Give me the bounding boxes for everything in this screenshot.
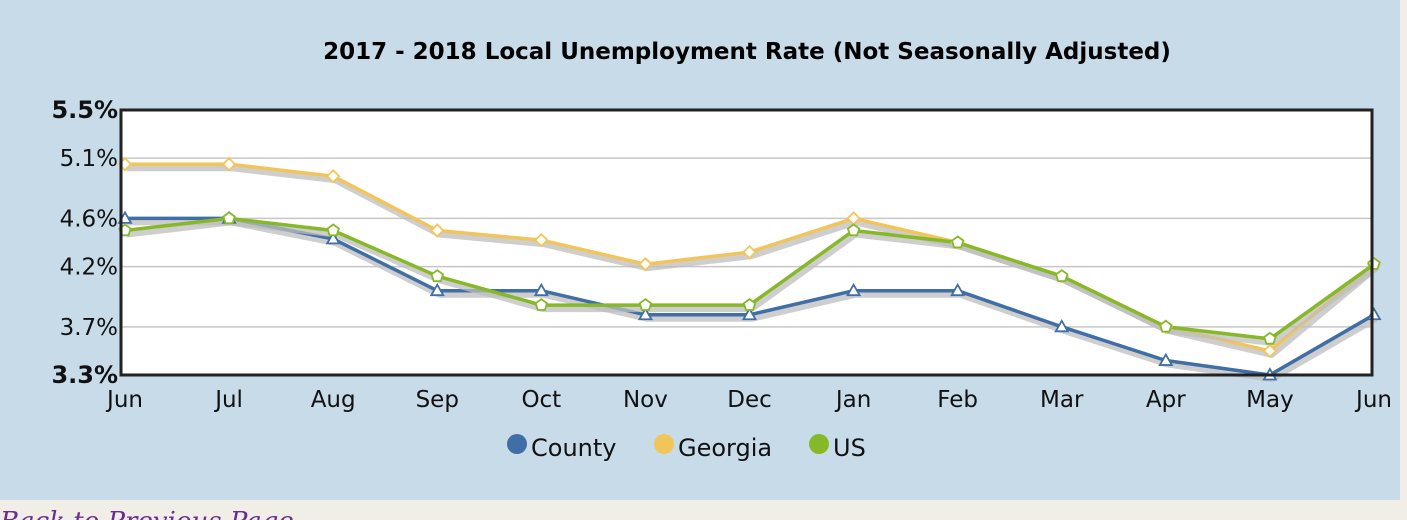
- data-point-marker: [741, 306, 758, 321]
- y-tick-label: 3.7%: [60, 315, 118, 341]
- legend-item-us[interactable]: US: [809, 434, 866, 462]
- x-tick-label: Oct: [521, 387, 561, 413]
- x-tick-label: Jun: [105, 387, 143, 413]
- data-point-marker: [637, 306, 653, 321]
- data-point-marker: [326, 223, 340, 237]
- data-point-marker: [1054, 319, 1070, 333]
- x-tick-label: May: [1246, 387, 1294, 413]
- legend-item-georgia[interactable]: Georgia: [654, 434, 772, 462]
- chart-panel: 2017 - 2018 Local Unemployment Rate (Not…: [0, 0, 1400, 500]
- data-point-marker: [325, 231, 341, 245]
- legend-label: US: [833, 434, 866, 462]
- data-point-marker: [742, 297, 757, 311]
- series-markers-us: [118, 211, 1381, 345]
- data-point-marker: [429, 282, 445, 297]
- y-tick-label: 4.6%: [60, 206, 118, 232]
- x-tick-label: Apr: [1146, 387, 1186, 413]
- data-point-marker: [325, 168, 341, 184]
- legend-swatch: [809, 434, 829, 454]
- data-point-marker: [742, 244, 757, 260]
- data-point-marker: [534, 297, 549, 311]
- data-point-marker: [1158, 352, 1174, 366]
- data-point-marker: [222, 211, 236, 225]
- legend-swatch: [507, 434, 527, 454]
- x-tick-label: Mar: [1040, 387, 1084, 413]
- series-layer: [117, 156, 1382, 382]
- legend-swatch: [654, 434, 674, 454]
- back-link-label[interactable]: Back to Previous Page: [0, 507, 294, 520]
- data-point-marker: [1054, 269, 1069, 283]
- data-point-marker: [1263, 331, 1277, 345]
- chart-title: 2017 - 2018 Local Unemployment Rate (Not…: [323, 39, 1171, 65]
- x-axis-ticks: Jun Jul Aug Sep Oct Nov Dec Jan Feb Mar Apr May Jun: [105, 387, 1392, 413]
- data-point-marker: [846, 282, 862, 297]
- y-axis-ticks: 5.5% 5.1% 4.6% 4.2% 3.7% 3.3%: [51, 96, 118, 389]
- x-tick-label: Nov: [623, 387, 668, 413]
- data-point-marker: [1159, 319, 1173, 333]
- legend-item-county[interactable]: County: [507, 434, 616, 462]
- data-point-marker: [638, 256, 653, 272]
- data-point-marker: [534, 232, 549, 248]
- x-tick-label: Sep: [416, 387, 459, 413]
- data-point-marker: [430, 269, 445, 283]
- plot-frame: [119, 108, 1374, 377]
- data-point-marker: [429, 223, 445, 238]
- data-point-marker: [950, 235, 965, 249]
- data-point-marker: [638, 297, 653, 311]
- data-point-marker: [533, 282, 549, 297]
- y-tick-label: 3.3%: [51, 361, 118, 389]
- x-tick-label: Jun: [1354, 387, 1392, 413]
- back-to-previous-page-link[interactable]: Back to Previous Page: [0, 500, 400, 520]
- y-tick-label: 5.5%: [51, 96, 118, 124]
- data-point-marker: [846, 223, 861, 237]
- x-tick-label: Aug: [311, 387, 356, 413]
- x-tick-label: Feb: [937, 387, 978, 413]
- legend: County Georgia US: [507, 434, 866, 462]
- legend-label: Georgia: [678, 434, 772, 462]
- legend-label: County: [531, 434, 616, 462]
- y-tick-label: 5.1%: [60, 146, 118, 172]
- x-tick-label: Jan: [834, 387, 871, 413]
- line-chart: 2017 - 2018 Local Unemployment Rate (Not…: [51, 39, 1392, 462]
- y-tick-label: 4.2%: [60, 255, 118, 281]
- data-point-marker: [950, 282, 966, 297]
- x-tick-label: Jul: [213, 387, 243, 413]
- data-point-marker: [221, 156, 237, 172]
- data-point-marker: [1262, 343, 1278, 359]
- x-tick-label: Dec: [727, 387, 772, 413]
